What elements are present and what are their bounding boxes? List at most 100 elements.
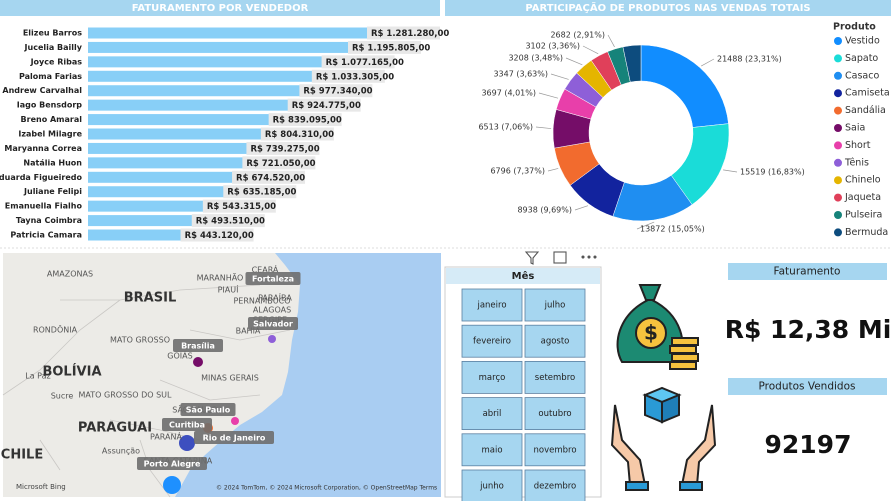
map-label: BAHIA	[236, 327, 261, 336]
leader-line	[538, 92, 559, 99]
category-label: Emanuella Fialho	[5, 202, 83, 211]
data-label: R$ 977.340,00	[303, 87, 372, 97]
slicer-button[interactable]	[524, 433, 586, 467]
city-label: Fortaleza	[252, 275, 294, 284]
more-icon[interactable]	[587, 255, 591, 259]
filter-icon[interactable]	[524, 251, 540, 265]
bar	[88, 171, 239, 183]
data-label: 13872 (15,05%)	[640, 225, 705, 234]
donut-slice	[622, 44, 642, 83]
map-label: MARANHÃO	[197, 273, 244, 283]
slicer-button[interactable]	[524, 360, 586, 394]
city-tag	[248, 317, 298, 330]
category-label: Jucelia Bailly	[24, 43, 83, 52]
bar	[88, 56, 328, 68]
slicer-button[interactable]	[461, 433, 523, 467]
card-value: R$ 12,38 Mi	[725, 315, 891, 344]
legend-label: Sandália	[845, 105, 886, 116]
slicer-item[interactable]: agosto	[541, 337, 570, 347]
city-tag	[162, 418, 212, 431]
slicer-item[interactable]: maio	[481, 445, 502, 455]
map-label: CHILE	[1, 448, 43, 463]
card-title: Produtos Vendidos	[759, 381, 856, 393]
bar	[88, 128, 267, 140]
slicer-button[interactable]	[461, 397, 523, 431]
city-bubble	[179, 435, 195, 451]
map-label: BOLÍVIA	[42, 364, 101, 380]
bar	[88, 229, 187, 241]
legend-swatch	[834, 176, 842, 185]
category-label: Maryanna Correa	[4, 144, 82, 153]
data-label-bg	[202, 199, 276, 213]
data-label-bg	[347, 40, 421, 54]
card-header	[728, 378, 887, 395]
category-label: Joyce Ribas	[30, 57, 83, 66]
more-icon[interactable]	[593, 255, 597, 259]
leader-line	[574, 205, 589, 211]
leader-line	[550, 73, 569, 80]
slicer-item[interactable]: fevereiro	[473, 337, 511, 347]
slicer-item[interactable]: outubro	[538, 409, 571, 419]
bar	[88, 186, 230, 198]
category-label: Paloma Farias	[19, 72, 82, 81]
category-label: Breno Amaral	[21, 115, 83, 124]
leader-line	[723, 169, 738, 173]
slicer-item[interactable]: junho	[479, 482, 504, 492]
money-icon: $	[616, 284, 699, 370]
legend-swatch	[834, 211, 842, 219]
slicer-button[interactable]	[524, 469, 586, 501]
bar	[88, 114, 275, 126]
bar	[88, 41, 354, 53]
data-label-bg	[321, 55, 395, 69]
legend-label: Vestido	[845, 36, 880, 47]
data-label: R$ 804.310,00	[265, 130, 334, 140]
slicer-button[interactable]	[524, 324, 586, 358]
map-label: MINAS GERAIS	[201, 374, 259, 383]
legend-swatch	[834, 124, 842, 132]
data-label-bg	[191, 214, 265, 228]
slicer-button[interactable]	[524, 288, 586, 322]
data-label: 6513 (7,06%)	[478, 123, 533, 132]
visual-icons[interactable]	[524, 251, 597, 265]
data-label: R$ 443.120,00	[185, 231, 254, 241]
data-label-bg	[367, 26, 440, 40]
map-label: RONDÔNIA	[33, 324, 78, 335]
data-label: 3208 (3,48%)	[508, 54, 563, 63]
legend-swatch	[834, 71, 842, 80]
leader-line	[582, 45, 599, 55]
slicer-item[interactable]: julho	[544, 301, 566, 311]
category-label: Andrew Carvalhal	[2, 86, 82, 95]
slicer-item[interactable]: março	[479, 373, 506, 383]
leader-line	[636, 221, 655, 230]
data-label-bg	[232, 170, 306, 184]
city-bubble	[268, 335, 276, 343]
city-label: Brasília	[181, 342, 215, 351]
legend-label: Tênis	[844, 157, 869, 168]
slicer-button[interactable]	[461, 360, 523, 394]
focus-icon[interactable]	[553, 251, 567, 264]
map-label: ALAGOAS	[253, 306, 291, 315]
category-label: Iago Bensdorp	[17, 101, 83, 110]
legend-swatch	[834, 106, 842, 115]
slicer-title: Mês	[512, 270, 535, 282]
data-label: 3347 (3,63%)	[493, 70, 548, 79]
slicer-button[interactable]	[461, 469, 523, 501]
more-icon[interactable]	[581, 255, 585, 259]
slicer-button[interactable]	[461, 288, 523, 322]
map-logo: Microsoft Bing	[16, 483, 66, 491]
slicer-item[interactable]: novembro	[533, 445, 576, 455]
bar	[88, 70, 318, 82]
data-label: 3697 (4,01%)	[481, 89, 536, 98]
map-label: BRASIL	[124, 291, 176, 306]
slicer-item[interactable]: dezembro	[534, 482, 577, 492]
data-label: R$ 543.315,00	[207, 202, 276, 212]
data-label: R$ 1.077.165,00	[326, 58, 404, 68]
slicer-item[interactable]: abril	[483, 409, 502, 419]
data-label: R$ 1.195.805,00	[352, 43, 430, 53]
slicer-item[interactable]: janeiro	[476, 301, 506, 311]
leader-line	[607, 34, 615, 48]
slicer-item[interactable]: setembro	[535, 373, 575, 383]
slicer-button[interactable]	[524, 397, 586, 431]
slicer-button[interactable]	[461, 324, 523, 358]
data-label-bg	[242, 156, 316, 170]
